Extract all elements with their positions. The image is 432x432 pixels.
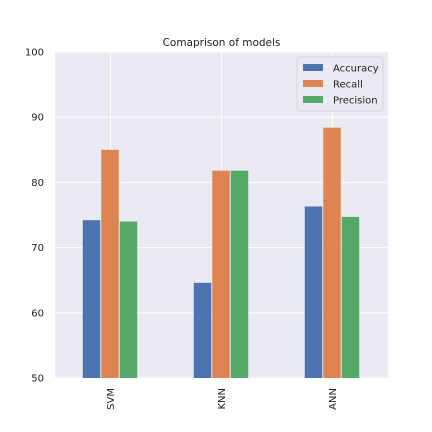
bar-svm-precision (119, 221, 138, 378)
y-tick-label: 70 (31, 243, 44, 254)
legend-label: Accuracy (333, 64, 379, 75)
legend-swatch (303, 64, 323, 71)
legend-swatch (303, 80, 323, 87)
bar-knn-precision (230, 170, 249, 378)
y-tick-label: 60 (31, 308, 44, 319)
bar-ann-accuracy (304, 206, 323, 378)
legend-swatch (303, 96, 323, 103)
x-axis-ticks: SVM KNN ANN (106, 388, 339, 410)
bar-svm-accuracy (82, 220, 101, 378)
y-tick-label: 80 (31, 178, 44, 189)
y-axis-ticks: 50 60 70 80 90 100 (25, 48, 44, 385)
legend-label: Recall (333, 80, 363, 91)
bar-knn-accuracy (193, 282, 212, 378)
legend: Accuracy Recall Precision (296, 56, 384, 112)
y-tick-label: 50 (31, 374, 44, 385)
x-tick-label: SVM (106, 388, 117, 410)
bars (82, 127, 360, 379)
bar-knn-recall (212, 170, 230, 378)
y-tick-label: 90 (31, 113, 44, 124)
x-tick-label: KNN (217, 388, 228, 410)
y-tick-label: 100 (25, 48, 44, 59)
x-tick-label: ANN (328, 388, 339, 410)
bar-ann-precision (341, 216, 360, 378)
bar-ann-recall (323, 127, 341, 379)
legend-label: Precision (333, 96, 378, 107)
bar-svm-recall (101, 149, 119, 378)
chart-title: Comaprison of models (163, 37, 281, 49)
